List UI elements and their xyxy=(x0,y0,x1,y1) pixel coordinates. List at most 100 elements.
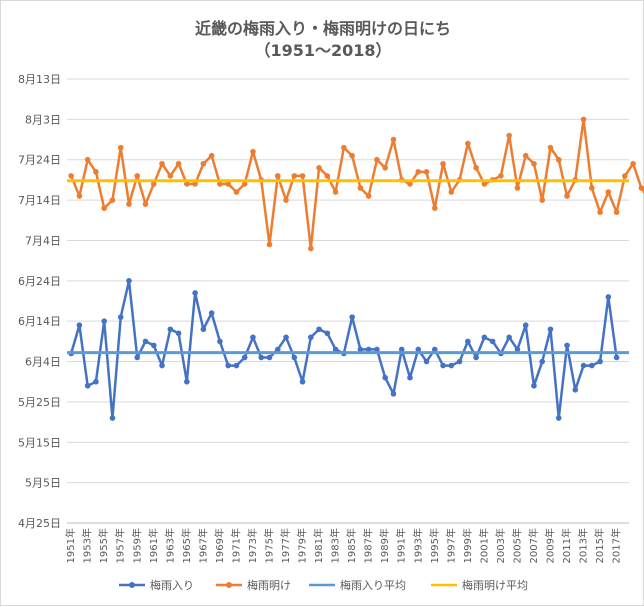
data-point xyxy=(398,346,405,353)
data-point xyxy=(76,193,83,199)
series-line xyxy=(69,118,644,250)
data-point xyxy=(241,354,248,361)
data-point xyxy=(415,169,422,175)
data-point xyxy=(159,362,165,369)
y-tick-label: 6月14日 xyxy=(18,315,61,328)
x-tick-label: 1973年 xyxy=(246,528,259,563)
x-tick-label: 1959年 xyxy=(130,528,143,563)
data-point xyxy=(175,160,182,167)
data-point xyxy=(250,334,256,341)
data-point xyxy=(299,173,306,179)
y-tick-label: 6月24日 xyxy=(18,275,61,288)
data-point xyxy=(68,173,74,179)
x-tick-label: 2001年 xyxy=(477,528,490,563)
data-point xyxy=(84,156,91,163)
data-point xyxy=(84,382,91,389)
data-point xyxy=(465,338,471,345)
legend-label: 梅雨入り xyxy=(150,578,194,592)
x-tick-label: 1993年 xyxy=(411,528,424,563)
y-tick-label: 5月15日 xyxy=(18,436,61,449)
data-point xyxy=(200,326,207,333)
legend-label: 梅雨明け xyxy=(247,578,291,592)
x-tick-label: 1955年 xyxy=(97,528,110,563)
data-point xyxy=(622,173,628,179)
data-point xyxy=(514,346,521,353)
x-tick-label: 2017年 xyxy=(610,528,623,563)
data-point xyxy=(539,358,546,365)
y-tick-label: 4月25日 xyxy=(18,517,61,530)
y-tick-label: 8月13日 xyxy=(18,73,61,86)
data-point xyxy=(101,205,107,211)
y-tick-label: 7月24日 xyxy=(18,154,61,167)
x-tick-label: 1989年 xyxy=(378,528,391,563)
data-point xyxy=(572,387,579,393)
data-point xyxy=(481,181,488,187)
data-point xyxy=(423,358,430,365)
data-point xyxy=(589,362,595,369)
data-point xyxy=(580,116,587,123)
data-point xyxy=(630,160,636,167)
data-point xyxy=(564,193,570,199)
data-point xyxy=(217,338,223,345)
data-point xyxy=(506,132,512,139)
data-point xyxy=(613,354,620,361)
x-tick-label: 1991年 xyxy=(395,528,408,563)
data-point xyxy=(390,136,397,143)
data-point xyxy=(332,346,339,353)
data-point xyxy=(217,181,223,187)
y-tick-label: 6月4日 xyxy=(25,356,61,369)
data-point xyxy=(117,144,124,151)
data-point xyxy=(208,152,215,159)
data-point xyxy=(299,378,306,385)
x-tick-label: 1967年 xyxy=(196,528,209,563)
data-point xyxy=(93,378,99,385)
x-tick-label: 1969年 xyxy=(213,528,226,563)
data-point xyxy=(522,152,529,159)
data-point xyxy=(283,334,289,341)
data-point xyxy=(605,294,612,300)
data-point xyxy=(233,189,240,195)
x-tick-label: 1983年 xyxy=(329,528,342,563)
data-point xyxy=(324,173,331,179)
x-tick-label: 1997年 xyxy=(444,528,457,563)
data-point xyxy=(134,354,141,361)
data-point xyxy=(547,326,554,333)
data-point xyxy=(225,181,231,187)
data-point xyxy=(407,181,413,187)
x-tick-label: 1961年 xyxy=(147,528,160,563)
data-point xyxy=(374,346,380,353)
data-point xyxy=(101,318,107,324)
data-point xyxy=(390,391,397,397)
data-point xyxy=(126,201,132,207)
data-point xyxy=(200,160,207,167)
data-point xyxy=(283,197,289,203)
series-line xyxy=(69,279,618,420)
data-point xyxy=(167,326,174,333)
y-tick-label: 8月3日 xyxy=(25,113,61,126)
legend-label: 梅雨明け平均 xyxy=(462,578,528,592)
y-tick-label: 7月14日 xyxy=(18,194,61,207)
data-point xyxy=(291,173,298,179)
data-point xyxy=(547,144,554,151)
x-tick-label: 1963年 xyxy=(163,528,176,563)
data-point xyxy=(431,346,438,353)
data-point xyxy=(597,358,603,365)
data-point xyxy=(241,181,248,187)
data-point xyxy=(274,346,281,353)
x-tick-label: 1987年 xyxy=(362,528,375,563)
data-point xyxy=(250,148,256,155)
data-point xyxy=(233,362,240,369)
data-point xyxy=(167,173,174,179)
data-point xyxy=(382,374,388,381)
data-point xyxy=(531,160,537,167)
data-point xyxy=(506,334,512,341)
data-point xyxy=(431,205,438,211)
data-point xyxy=(357,346,364,353)
data-point xyxy=(539,197,546,203)
data-point xyxy=(465,140,471,147)
x-tick-label: 1965年 xyxy=(180,528,193,563)
x-tick-label: 1975年 xyxy=(262,528,275,563)
legend-label: 梅雨入り平均 xyxy=(340,578,406,592)
data-point xyxy=(316,326,322,333)
